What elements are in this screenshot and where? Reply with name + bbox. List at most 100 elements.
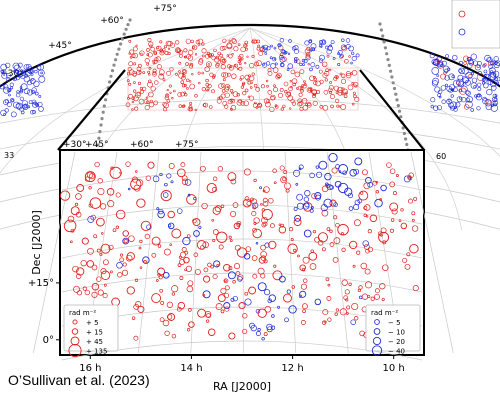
inset-source-marker — [115, 192, 121, 198]
inset-source-marker — [212, 229, 219, 235]
galactic-plane-dot — [399, 115, 403, 119]
sky-source-marker — [231, 38, 237, 45]
inset-source-marker — [177, 263, 182, 267]
inset-source-marker — [333, 202, 338, 207]
sky-source-marker — [186, 78, 190, 83]
sky-legend-positive-marker — [458, 10, 466, 18]
inset-source-marker — [362, 240, 369, 247]
sky-source-marker — [337, 49, 343, 55]
inset-source-marker — [179, 251, 186, 258]
sky-source-marker — [319, 54, 325, 61]
inset-source-marker — [279, 165, 285, 171]
inset-source-marker — [392, 191, 397, 196]
inset-source-marker — [341, 247, 346, 252]
legend-negative-label: − 40 — [388, 348, 405, 356]
inset-source-marker — [251, 255, 258, 261]
citation: O’Sullivan et al. (2023) — [8, 372, 150, 388]
inset-source-marker — [74, 202, 79, 207]
sky-source-marker — [163, 107, 168, 112]
sky-source-marker — [15, 76, 20, 81]
inset-source-marker — [320, 204, 328, 212]
sky-source-marker — [269, 106, 275, 112]
inset-source-marker — [315, 194, 321, 201]
sky-source-marker — [293, 57, 297, 61]
sky-source-marker — [288, 39, 292, 43]
sky-source-marker — [194, 94, 198, 98]
inset-positive-marker — [400, 222, 408, 230]
sky-source-marker — [354, 96, 360, 102]
inset-source-marker — [262, 201, 269, 207]
sky-source-marker — [3, 99, 9, 105]
sky-source-marker — [482, 82, 489, 89]
sky-source-marker — [351, 70, 358, 76]
inset-source-marker — [164, 330, 170, 336]
sky-source-marker — [256, 46, 261, 51]
inset-source-marker — [202, 241, 209, 249]
inset-source-marker — [139, 266, 143, 269]
inset-source-marker — [96, 248, 101, 253]
inset-source-marker — [264, 242, 270, 248]
inset-source-marker — [293, 169, 301, 177]
sky-source-marker — [12, 76, 18, 82]
inset-source-marker — [295, 183, 299, 186]
inset-negative-marker — [349, 169, 357, 177]
sky-source-marker — [19, 96, 25, 101]
sky-source-marker — [249, 62, 255, 69]
sky-source-marker — [492, 100, 498, 106]
inset-source-marker — [157, 273, 161, 277]
inset-source-marker — [329, 229, 333, 233]
inset-source-marker — [382, 240, 387, 245]
inset-source-marker — [411, 211, 416, 216]
inset-source-marker — [332, 257, 339, 263]
sky-source-marker — [169, 67, 174, 72]
inset-source-marker — [271, 325, 276, 330]
sky-source-marker — [483, 73, 491, 81]
inset-positive-marker — [151, 293, 162, 304]
sky-source-marker — [322, 72, 328, 78]
sky-source-marker — [296, 87, 299, 90]
sky-source-marker — [272, 57, 277, 62]
inset-source-marker — [321, 320, 327, 325]
sky-source-marker — [221, 89, 226, 93]
inset-source-marker — [297, 254, 300, 258]
galactic-plane-dot — [389, 69, 393, 73]
inset-source-marker — [252, 205, 257, 210]
inset-source-marker — [298, 294, 303, 298]
inset-source-marker — [300, 320, 306, 325]
inset-dec-tick-label: +45° — [85, 140, 109, 150]
galactic-plane-dot — [120, 37, 124, 41]
sky-source-marker — [194, 108, 197, 111]
sky-source-marker — [318, 40, 323, 45]
inset-source-marker — [329, 242, 335, 247]
sky-source-marker — [23, 88, 30, 95]
inset-positive-marker — [349, 240, 358, 250]
inset-source-marker — [291, 285, 296, 289]
sky-source-marker — [223, 72, 229, 78]
inset-positive-marker — [137, 305, 145, 313]
sky-source-marker — [347, 84, 354, 91]
sky-source-marker — [300, 88, 304, 93]
galactic-plane-dot — [108, 80, 112, 84]
sky-source-marker — [147, 70, 151, 74]
sky-source-marker — [146, 100, 150, 104]
sky-source-marker — [166, 88, 169, 92]
sky-source-marker — [297, 98, 303, 104]
sky-source-marker — [128, 93, 133, 99]
sky-source-marker — [136, 69, 142, 75]
galactic-plane-dot — [110, 69, 115, 73]
inset-positive-marker — [100, 270, 111, 281]
inset-positive-marker — [389, 202, 399, 212]
inset-source-marker — [290, 238, 294, 241]
sky-source-marker — [462, 77, 469, 84]
inset-source-marker — [286, 289, 291, 294]
inset-source-marker — [76, 273, 82, 279]
inset-source-marker — [143, 260, 147, 264]
sky-source-marker — [246, 78, 250, 82]
sky-source-marker — [436, 105, 442, 111]
sky-source-marker — [139, 50, 145, 56]
inset-source-marker — [156, 207, 160, 211]
sky-source-marker — [446, 98, 453, 105]
inset-source-marker — [216, 263, 220, 267]
sky-source-marker — [10, 97, 15, 103]
inset-source-marker — [377, 231, 383, 236]
